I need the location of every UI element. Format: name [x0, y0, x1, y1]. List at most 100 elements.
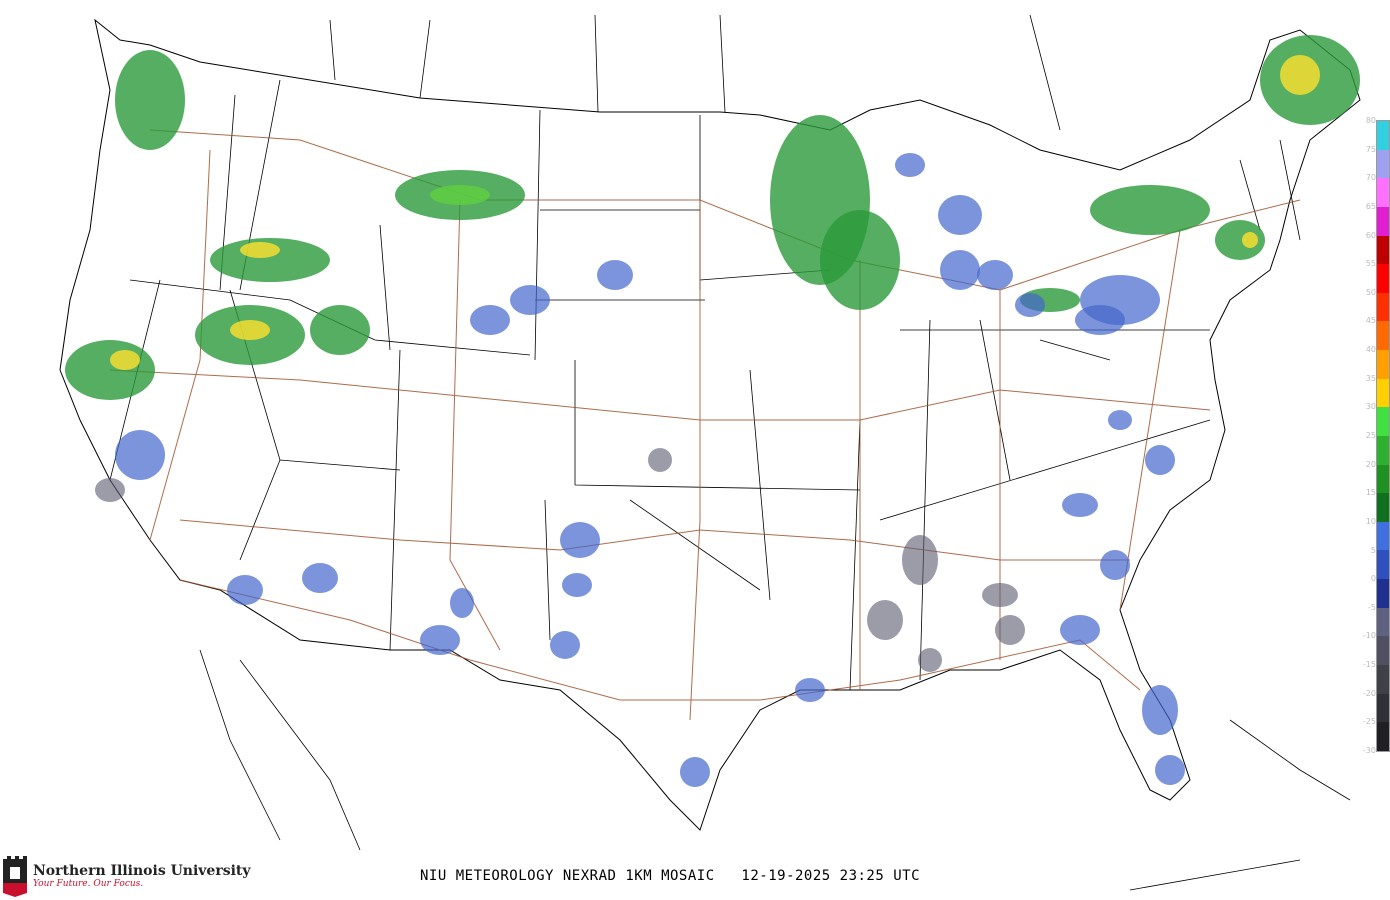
- colorbar-label: 80: [1365, 116, 1376, 125]
- radar-echo: [310, 305, 370, 355]
- radar-echo: [430, 185, 490, 205]
- colorbar-segment: [1377, 264, 1389, 293]
- radar-echo: [902, 535, 938, 585]
- colorbar-label: 55: [1365, 259, 1376, 269]
- radar-echo: [1108, 410, 1132, 430]
- colorbar-label: 15: [1365, 488, 1376, 498]
- radar-echo: [918, 648, 942, 672]
- colorbar-segment: [1377, 321, 1389, 350]
- radar-echo: [562, 573, 592, 597]
- university-name: Northern Illinois University: [33, 863, 251, 879]
- colorbar-label: 70: [1365, 173, 1376, 183]
- colorbar-label: 45: [1365, 316, 1376, 326]
- radar-echo: [648, 448, 672, 472]
- colorbar-label: -30: [1362, 746, 1376, 755]
- radar-echo: [65, 340, 155, 400]
- colorbar-label: -20: [1362, 688, 1376, 698]
- radar-echo: [1015, 293, 1045, 317]
- colorbar-label: 25: [1365, 431, 1376, 440]
- colorbar-segment: [1377, 636, 1389, 665]
- radar-echo: [240, 242, 280, 258]
- colorbar-segment: [1377, 464, 1389, 494]
- radar-echo: [820, 210, 900, 310]
- map-title: NIU METEOROLOGY NEXRAD 1KM MOSAIC 12-19-…: [420, 868, 921, 884]
- colorbar-label: 65: [1365, 201, 1376, 211]
- radar-echo: [1100, 550, 1130, 580]
- colorbar-label: 10: [1365, 516, 1376, 526]
- radar-echo: [995, 615, 1025, 645]
- colorbar-segment: [1377, 722, 1389, 751]
- radar-echo: [450, 588, 474, 618]
- colorbar-label: 75: [1365, 144, 1376, 154]
- colorbar-label: 5: [1370, 545, 1376, 555]
- radar-echo: [210, 238, 330, 282]
- dbz-colorbar: [1376, 120, 1390, 752]
- colorbar-label: 0: [1370, 574, 1376, 584]
- radar-echo: [115, 50, 185, 150]
- radar-echo: [1090, 185, 1210, 235]
- radar-echo: [597, 260, 633, 290]
- niu-emblem-icon: [3, 856, 27, 897]
- colorbar-segment: [1377, 664, 1389, 694]
- colorbar-label: 40: [1365, 345, 1376, 355]
- colorbar-label: -15: [1362, 660, 1376, 670]
- radar-echo: [938, 195, 982, 235]
- radar-echo: [95, 478, 125, 502]
- colorbar-segment: [1377, 607, 1389, 637]
- radar-echoes: [65, 35, 1360, 787]
- colorbar-segment: [1377, 350, 1389, 379]
- colorbar-segment: [1377, 550, 1389, 579]
- radar-echo: [982, 583, 1018, 607]
- colorbar-label: 50: [1365, 287, 1376, 297]
- radar-echo: [1142, 685, 1178, 735]
- colorbar-segment: [1377, 521, 1389, 551]
- niu-logo: Northern Illinois University Your Future…: [2, 855, 251, 897]
- radar-echo: [420, 625, 460, 655]
- radar-echo: [895, 153, 925, 177]
- radar-echo: [1280, 55, 1320, 95]
- radar-echo: [977, 260, 1013, 290]
- university-tagline: Your Future. Our Focus.: [33, 879, 144, 889]
- colorbar-segment: [1377, 579, 1389, 608]
- radar-echo: [1060, 615, 1100, 645]
- radar-echo: [115, 430, 165, 480]
- radar-echo: [867, 600, 903, 640]
- radar-echo: [1215, 220, 1265, 260]
- colorbar-segment: [1377, 206, 1389, 236]
- radar-echo: [470, 305, 510, 335]
- radar-echo: [1062, 493, 1098, 517]
- colorbar-segment: [1377, 149, 1389, 179]
- colorbar-segment: [1377, 493, 1389, 522]
- colorbar-segment: [1377, 292, 1389, 322]
- radar-echo: [230, 320, 270, 340]
- radar-echo: [110, 350, 140, 370]
- colorbar-label: 35: [1365, 373, 1376, 383]
- radar-echo: [1155, 755, 1185, 785]
- radar-echo: [510, 285, 550, 315]
- colorbar-segment: [1377, 693, 1389, 723]
- colorbar-segment: [1377, 178, 1389, 207]
- radar-echo: [302, 563, 338, 593]
- radar-echo: [940, 250, 980, 290]
- colorbar-label: -25: [1362, 717, 1376, 727]
- colorbar-label: -5: [1368, 602, 1376, 612]
- canada-mexico-lines: [199, 14, 1351, 891]
- highway-network: [109, 129, 1301, 721]
- radar-echo: [1145, 445, 1175, 475]
- colorbar-label: 60: [1365, 230, 1376, 240]
- colorbar-segment: [1377, 407, 1389, 436]
- radar-echo: [227, 575, 263, 605]
- radar-echo: [1242, 232, 1258, 248]
- radar-echo: [1075, 305, 1125, 335]
- colorbar-segment: [1377, 235, 1389, 265]
- colorbar-label: -10: [1362, 631, 1376, 641]
- colorbar-segment: [1377, 378, 1389, 408]
- colorbar-segment: [1377, 435, 1389, 465]
- colorbar-label: 20: [1365, 459, 1376, 469]
- radar-echo: [680, 757, 710, 787]
- radar-echo: [560, 522, 600, 558]
- colorbar-segment: [1377, 121, 1389, 150]
- colorbar-label: 30: [1365, 402, 1376, 412]
- radar-echo: [795, 678, 825, 702]
